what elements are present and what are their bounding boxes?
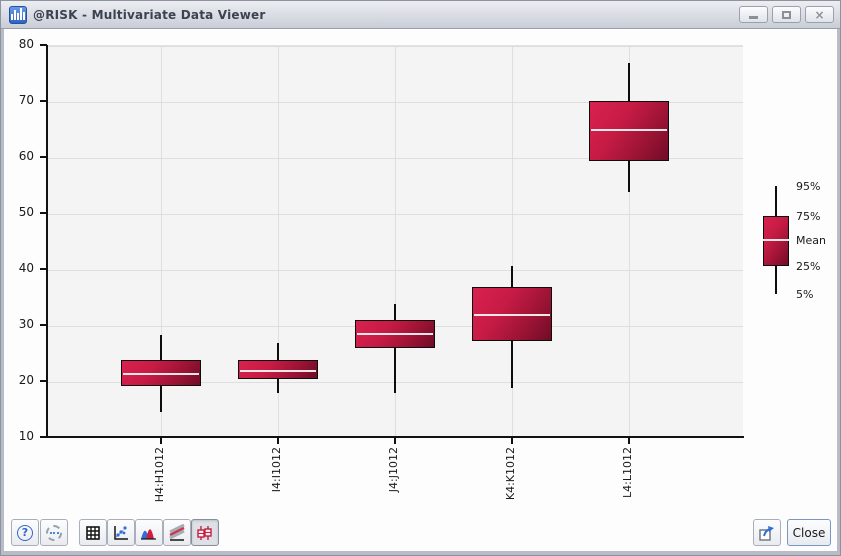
y-axis-tick: [40, 44, 47, 46]
y-axis-tick: [40, 212, 47, 214]
y-axis-tick: [40, 436, 47, 438]
x-axis-tick-label: K4:K1012: [504, 447, 517, 501]
distribution-icon: [141, 528, 156, 540]
export-icon: [759, 525, 774, 541]
y-axis-tick: [40, 100, 47, 102]
gridline-vertical: [395, 46, 396, 437]
bottom-toolbar: ?: [4, 517, 837, 551]
x-axis-tick: [277, 437, 279, 444]
gridline-vertical: [278, 46, 279, 437]
x-axis-tick: [628, 437, 630, 444]
overlay-chart-icon: [169, 523, 185, 541]
box-i4: [238, 359, 318, 380]
legend: 95% 75% Mean 25% 5%: [754, 169, 838, 314]
mean-line: [240, 369, 316, 372]
close-button[interactable]: Close: [787, 519, 831, 546]
y-axis-tick: [40, 156, 47, 158]
y-axis-tick-label: 80: [18, 37, 34, 51]
help-icon: ?: [17, 524, 33, 541]
settings-button[interactable]: [40, 519, 68, 546]
gear-icon: [46, 524, 62, 541]
help-button[interactable]: ?: [11, 519, 39, 546]
gridline-vertical: [629, 46, 630, 437]
y-axis-tick: [40, 380, 47, 382]
maximize-button[interactable]: [772, 6, 801, 23]
window-title: @RISK - Multivariate Data Viewer: [33, 7, 266, 22]
x-axis-tick: [394, 437, 396, 444]
mean-line: [357, 333, 433, 336]
overlay-view-button[interactable]: [163, 519, 191, 546]
mean-line: [591, 129, 667, 131]
maximize-icon: [782, 10, 791, 19]
window-content: 80 70 60 50 40 30 20 10 H4:H1012 I4:I1012 J4:J1012…: [4, 29, 837, 551]
scatter-view-button[interactable]: [107, 519, 135, 546]
legend-label-25: 25%: [796, 260, 821, 273]
x-axis-tick-label: L4:L1012: [621, 447, 634, 498]
y-axis-tick-label: 10: [18, 429, 34, 443]
legend-label-5: 5%: [796, 288, 814, 301]
x-axis-tick: [160, 437, 162, 444]
window-controls: ×: [739, 6, 834, 23]
y-axis-tick-label: 70: [18, 93, 34, 107]
table-view-button[interactable]: [79, 519, 107, 546]
legend-label-95: 95%: [796, 180, 821, 193]
y-axis-tick: [40, 324, 47, 326]
y-axis-tick-label: 40: [18, 261, 34, 275]
table-icon: [86, 525, 100, 540]
y-axis-tick-label: 50: [18, 205, 34, 219]
y-axis-tick: [40, 268, 47, 270]
distribution-view-button[interactable]: [135, 519, 163, 546]
x-axis-tick: [511, 437, 513, 444]
box-plot-icon: [197, 525, 212, 540]
gridline-vertical: [161, 46, 162, 437]
minimize-icon: [749, 16, 758, 19]
x-axis-tick-label: H4:H1012: [153, 447, 166, 503]
plot-area: [47, 45, 743, 437]
close-window-button[interactable]: ×: [805, 6, 834, 23]
title-bar: @RISK - Multivariate Data Viewer ×: [1, 1, 840, 29]
y-axis-line: [46, 45, 48, 438]
mean-line: [474, 313, 550, 316]
boxplot-chart: 80 70 60 50 40 30 20 10 H4:H1012 I4:I1012 J4:J1012…: [4, 29, 837, 551]
box-plot-view-button[interactable]: [191, 519, 219, 546]
legend-box: [763, 216, 789, 266]
box-whisker: [394, 303, 396, 394]
gridline-vertical: [512, 46, 513, 437]
y-axis-tick-label: 60: [18, 149, 34, 163]
x-axis-tick-label: I4:I1012: [270, 447, 283, 493]
y-axis-tick-label: 20: [18, 373, 34, 387]
y-axis-tick-label: 30: [18, 317, 34, 331]
scatter-plot-icon: [114, 525, 128, 540]
minimize-button[interactable]: [739, 6, 768, 23]
close-icon: ×: [814, 7, 825, 22]
app-risk-icon: [9, 5, 27, 24]
legend-mean-line: [763, 239, 789, 241]
legend-label-mean: Mean: [796, 234, 826, 247]
export-button[interactable]: [753, 519, 781, 546]
mean-line: [123, 372, 199, 375]
x-axis-tick-label: J4:J1012: [387, 447, 400, 493]
legend-label-75: 75%: [796, 210, 821, 223]
